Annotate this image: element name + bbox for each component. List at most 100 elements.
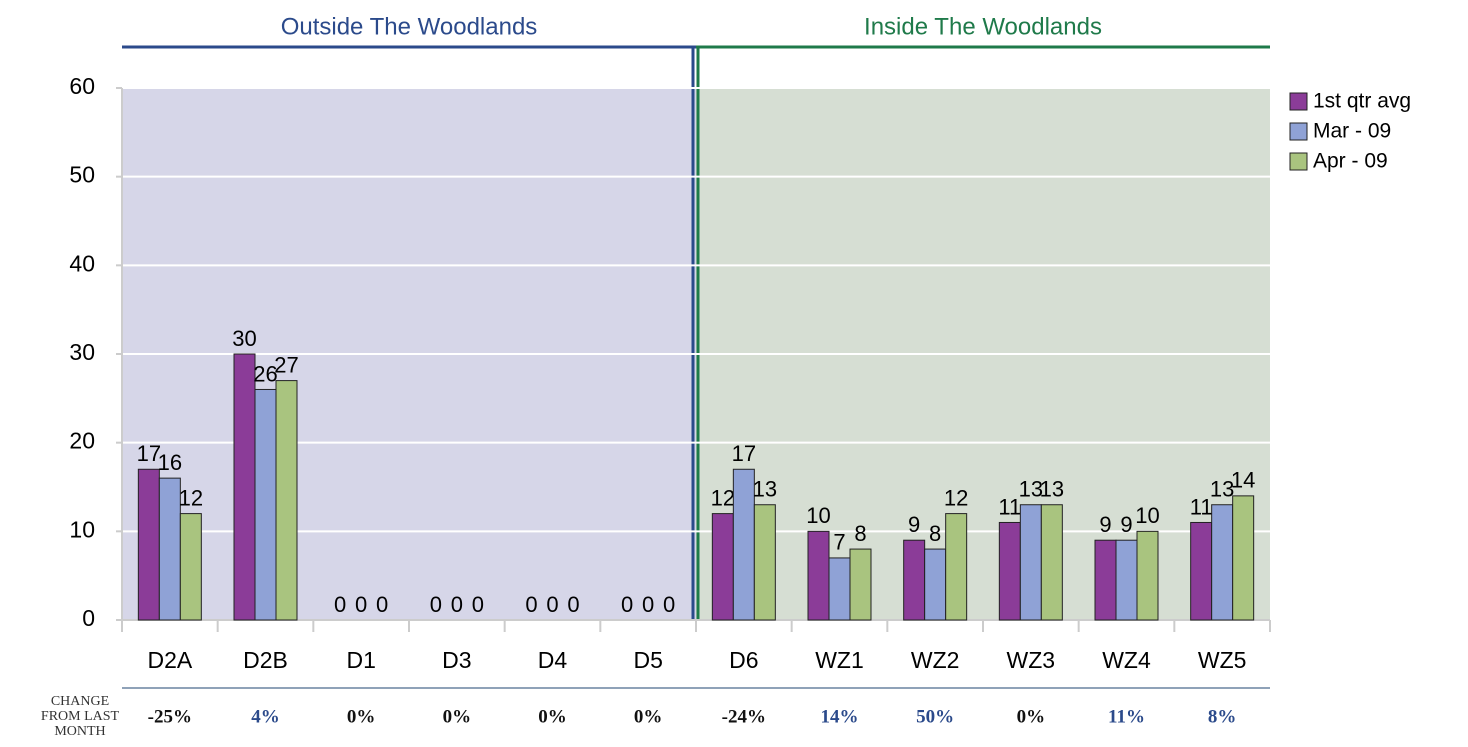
value-label: 0	[355, 592, 367, 617]
change-label: 0%	[443, 706, 472, 727]
y-tick-label: 20	[69, 428, 95, 454]
bar	[1115, 539, 1138, 621]
value-label: 27	[274, 352, 298, 377]
value-label: 0	[472, 592, 484, 617]
value-label: 13	[1019, 477, 1043, 502]
legend-swatch	[1289, 152, 1308, 171]
bar	[254, 388, 277, 621]
x-tick-label: D2B	[243, 647, 288, 673]
change-label: 4%	[251, 706, 280, 727]
change-label: 0%	[347, 706, 376, 727]
value-label: 11	[1190, 494, 1213, 519]
bar	[1019, 504, 1042, 621]
bar	[1136, 530, 1159, 621]
bar	[137, 468, 160, 621]
change-title: FROM LAST	[41, 709, 120, 724]
bar	[1094, 539, 1117, 621]
value-label: 12	[179, 485, 203, 510]
bar	[849, 548, 872, 621]
x-tick-label: D1	[346, 647, 375, 673]
value-label: 0	[642, 592, 654, 617]
value-label: 7	[833, 530, 845, 555]
legend-label: Apr - 09	[1313, 150, 1388, 173]
change-label: -24%	[722, 706, 766, 727]
bar	[828, 557, 851, 621]
change-label: 0%	[634, 706, 663, 727]
value-label: 13	[1040, 477, 1064, 502]
x-tick-label: WZ5	[1198, 647, 1247, 673]
change-title: CHANGE	[51, 694, 109, 709]
value-label: 13	[1210, 477, 1234, 502]
bar	[1211, 504, 1234, 621]
change-label: 0%	[538, 706, 567, 727]
bar	[1040, 504, 1063, 621]
value-label: 9	[1099, 512, 1111, 537]
bar	[924, 548, 947, 621]
bar	[275, 380, 298, 621]
value-label: 8	[929, 521, 941, 546]
value-label: 26	[253, 361, 277, 386]
value-label: 9	[908, 512, 920, 537]
bar	[233, 353, 256, 621]
value-label: 0	[430, 592, 442, 617]
x-tick-label: WZ1	[815, 647, 864, 673]
bar	[1190, 521, 1213, 621]
change-label: 50%	[916, 706, 954, 727]
bar	[711, 513, 734, 621]
value-label: 10	[1135, 503, 1159, 528]
value-label: 14	[1231, 468, 1255, 493]
x-tick-label: D3	[442, 647, 471, 673]
x-tick-label: D2A	[147, 647, 192, 673]
y-tick-label: 10	[69, 516, 95, 542]
value-label: 0	[451, 592, 463, 617]
value-label: 0	[546, 592, 558, 617]
x-tick-label: D6	[729, 647, 758, 673]
bar	[753, 504, 776, 621]
value-label: 8	[854, 521, 866, 546]
value-label: 12	[711, 485, 735, 510]
bar	[179, 513, 202, 621]
value-label: 9	[1120, 512, 1132, 537]
bar	[998, 521, 1021, 621]
y-tick-label: 50	[69, 162, 95, 188]
legend-label: 1st qtr avg	[1313, 90, 1411, 113]
change-label: 8%	[1208, 706, 1237, 727]
bar	[807, 530, 830, 621]
legend-swatch	[1289, 122, 1308, 141]
y-tick-label: 40	[69, 250, 95, 276]
bar	[903, 539, 926, 621]
x-tick-label: D5	[633, 647, 662, 673]
value-label: 0	[567, 592, 579, 617]
change-title: MONTH	[54, 724, 105, 739]
y-tick-label: 60	[69, 73, 95, 99]
value-label: 30	[232, 326, 256, 351]
x-tick-label: WZ4	[1102, 647, 1151, 673]
value-label: 0	[621, 592, 633, 617]
value-label: 10	[806, 503, 830, 528]
change-label: 14%	[821, 706, 859, 727]
value-label: 13	[753, 477, 777, 502]
change-label: 0%	[1017, 706, 1046, 727]
y-tick-label: 30	[69, 339, 95, 365]
x-tick-label: WZ2	[911, 647, 960, 673]
value-label: 0	[525, 592, 537, 617]
y-tick-label: 0	[82, 605, 95, 631]
bar	[158, 477, 181, 621]
bar	[945, 513, 968, 621]
value-label: 0	[376, 592, 388, 617]
value-label: 17	[732, 441, 756, 466]
bar	[1232, 495, 1255, 621]
legend-swatch	[1289, 92, 1308, 111]
value-label: 0	[334, 592, 346, 617]
change-label: 11%	[1108, 706, 1145, 727]
value-label: 16	[158, 450, 182, 475]
region-label: Inside The Woodlands	[864, 13, 1102, 40]
change-label: -25%	[148, 706, 192, 727]
legend-label: Mar - 09	[1313, 120, 1391, 143]
bar	[732, 468, 755, 621]
value-label: 11	[998, 494, 1021, 519]
value-label: 12	[944, 485, 968, 510]
value-label: 17	[137, 441, 161, 466]
region-label: Outside The Woodlands	[281, 13, 538, 40]
